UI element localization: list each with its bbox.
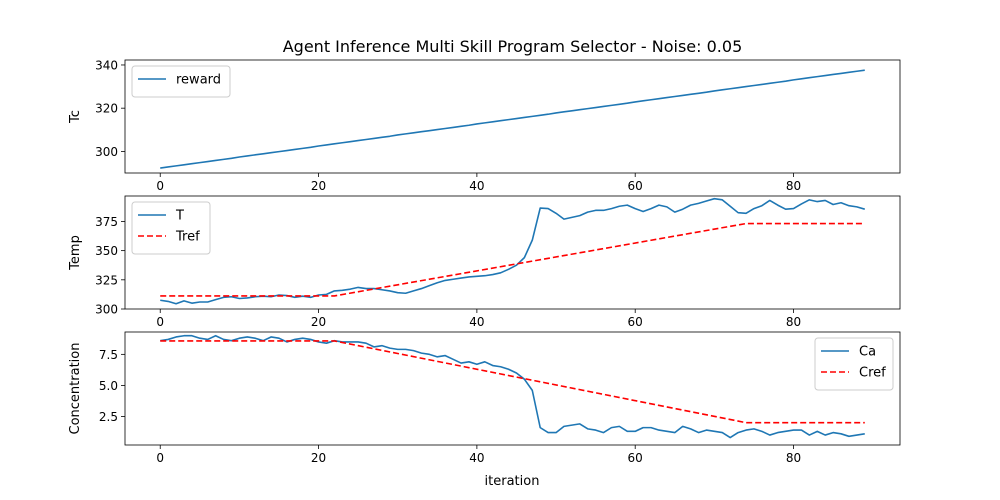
x-tick-label: 20 — [311, 179, 326, 193]
x-tick-label: 80 — [786, 451, 801, 465]
y-axis-label: Temp — [68, 235, 83, 271]
x-tick-label: 80 — [786, 315, 801, 329]
panel-1: 0 20 40 60 80 300 320 340 Tc reward — [68, 58, 901, 193]
legend-label: T — [175, 209, 184, 224]
legend-label: Ca — [859, 345, 876, 360]
y-tick-label: 7.5 — [99, 348, 118, 362]
x-tick-label: 0 — [156, 451, 164, 465]
legend-label: reward — [176, 73, 221, 88]
panel-3: 0 20 40 60 80 2.5 5.0 7.5 Concentration Ca Cref — [68, 331, 901, 465]
legend-label: Tref — [175, 230, 200, 245]
x-axis-label: iteration — [485, 474, 540, 489]
x-tick-label: 20 — [311, 451, 326, 465]
plot-frame — [124, 195, 901, 310]
y-tick-label: 340 — [95, 58, 118, 72]
y-tick-label: 375 — [95, 215, 118, 229]
y-tick-label: 5.0 — [99, 379, 118, 393]
plot-frame — [124, 59, 901, 174]
y-axis-label: Tc — [68, 110, 83, 124]
x-tick-label: 20 — [311, 315, 326, 329]
series-line-ca — [160, 334, 865, 439]
series-line-reward — [160, 69, 865, 169]
x-tick-label: 40 — [469, 179, 484, 193]
legend: Ca Cref — [814, 337, 894, 391]
legend-box — [131, 201, 211, 255]
y-axis-label: Concentration — [68, 343, 83, 435]
chart-title: Agent Inference Multi Skill Program Sele… — [283, 37, 743, 56]
legend-label: Cref — [859, 366, 886, 381]
y-tick-label: 2.5 — [99, 410, 118, 424]
x-tick-label: 0 — [156, 315, 164, 329]
plot-frame — [124, 331, 901, 446]
legend: reward — [131, 65, 231, 98]
series-line-cref — [160, 340, 865, 424]
y-tick-label: 350 — [95, 244, 118, 258]
legend-box — [814, 337, 894, 391]
legend-box — [131, 65, 231, 98]
panel-2: 0 20 40 60 80 300 325 350 375 Temp T Tref — [68, 195, 901, 329]
y-tick-label: 300 — [95, 303, 118, 317]
x-tick-label: 60 — [628, 315, 643, 329]
y-tick-label: 300 — [95, 145, 118, 159]
x-tick-label: 40 — [469, 315, 484, 329]
chart-panels: 0 20 40 60 80 300 320 340 Tc reward 0 20 40 60 80 300 32… — [68, 58, 901, 465]
x-tick-label: 80 — [786, 179, 801, 193]
x-tick-label: 0 — [156, 179, 164, 193]
legend: T Tref — [131, 201, 211, 255]
x-tick-label: 60 — [628, 451, 643, 465]
x-tick-label: 40 — [469, 451, 484, 465]
series-line-tref — [160, 222, 865, 297]
y-tick-label: 320 — [95, 102, 118, 116]
y-tick-label: 325 — [95, 273, 118, 287]
x-tick-label: 60 — [628, 179, 643, 193]
